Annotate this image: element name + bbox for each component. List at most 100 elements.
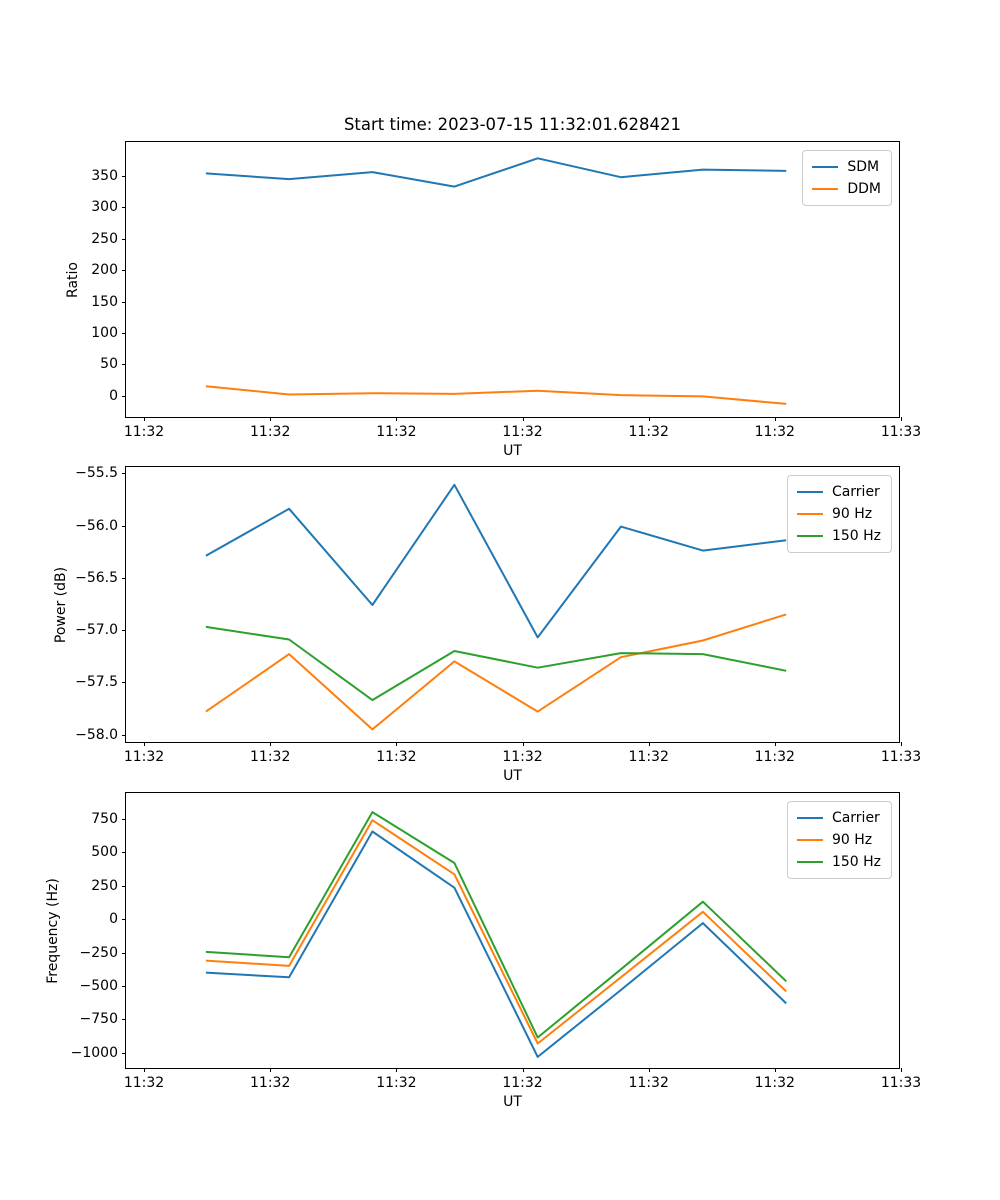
legend-label: DDM (847, 181, 881, 197)
y-tick-label: 200 (91, 262, 118, 279)
x-tick-label: 11:32 (123, 749, 165, 765)
y-tick (122, 175, 126, 177)
axes-ratio: 11:32 11:32 11:32 11:32 11:32 11:32 11:33 0 50 10… (65, 141, 921, 459)
x-axis-label: UT (503, 443, 522, 459)
x-tick (144, 417, 145, 421)
y-tick (122, 919, 126, 921)
x-tick (144, 1068, 145, 1072)
line-90-hz (205, 613, 787, 731)
y-tick-label: −55.5 (75, 465, 118, 482)
legend-label: SDM (847, 159, 880, 175)
y-tick (122, 525, 126, 527)
x-tick-label: 11:33 (880, 749, 922, 765)
axes-power: 11:32 11:32 11:32 11:32 11:32 11:32 11:33 −58.0… (53, 465, 921, 784)
y-tick-label: 50 (100, 356, 118, 373)
plot-area-frequency (205, 811, 787, 1058)
x-axis-label: UT (503, 1094, 522, 1110)
x-tick-label: 11:32 (502, 1075, 543, 1091)
legend-label: Carrier (831, 484, 880, 500)
x-tick-label: 11:32 (376, 1075, 417, 1091)
x-tick (901, 417, 902, 421)
y-tick-label: −56.0 (75, 517, 118, 534)
y-tick (122, 395, 126, 397)
x-tick-label: 11:32 (502, 424, 543, 440)
y-tick (122, 238, 126, 240)
x-tick-label: 11:32 (376, 424, 417, 440)
y-tick-label: 250 (91, 877, 118, 894)
line-carrier (205, 830, 787, 1058)
y-tick-label: 0 (109, 911, 118, 928)
line-150-hz (205, 625, 787, 702)
x-tick-label: 11:32 (250, 1075, 291, 1091)
x-tick (396, 1068, 398, 1072)
legend-entry: SDM (812, 156, 881, 178)
plot-area-ratio (205, 157, 787, 405)
legend-line-sample (812, 188, 839, 190)
line-90-hz (205, 819, 787, 1045)
x-tick-label: 11:32 (123, 1075, 165, 1091)
x-tick-label: 11:33 (880, 1075, 922, 1091)
y-tick (122, 885, 126, 887)
y-tick-label: 750 (91, 810, 118, 827)
y-tick-label: −57.5 (75, 674, 118, 691)
x-tick (774, 1068, 776, 1072)
legend-entry: 150 Hz (796, 851, 881, 873)
y-axis-label: Ratio (65, 261, 81, 298)
x-tick (522, 1068, 524, 1072)
y-tick-label: 500 (91, 844, 118, 861)
x-tick-label: 11:32 (376, 749, 417, 765)
y-tick-label: −250 (79, 944, 118, 961)
y-tick (122, 301, 126, 303)
x-tick (901, 742, 902, 746)
x-tick (648, 742, 650, 746)
legend-entry: 90 Hz (796, 503, 881, 525)
y-tick (122, 1019, 126, 1021)
y-tick (122, 473, 126, 475)
legend-line-sample (796, 513, 823, 515)
x-tick (144, 742, 145, 746)
y-tick-label: 150 (91, 293, 118, 310)
x-tick-label: 11:32 (502, 749, 543, 765)
x-tick-label: 11:32 (250, 749, 291, 765)
x-tick-label: 11:32 (628, 1075, 669, 1091)
y-tick-label: 0 (109, 387, 118, 404)
x-axis-label: UT (503, 768, 522, 784)
y-tick (122, 270, 126, 272)
x-tick (522, 742, 524, 746)
x-tick-label: 11:32 (754, 424, 795, 440)
y-tick-label: 250 (91, 230, 118, 247)
y-axis-label: Power (dB) (53, 566, 69, 643)
x-tick-label: 11:32 (123, 424, 165, 440)
x-tick-label: 11:32 (628, 424, 669, 440)
x-tick (270, 417, 272, 421)
x-tick (396, 417, 398, 421)
legend-line-sample (796, 817, 823, 819)
line-sdm (205, 157, 787, 188)
legend-entry: Carrier (796, 481, 881, 503)
line-150-hz (205, 811, 787, 1039)
y-tick (122, 734, 126, 736)
y-tick (122, 986, 126, 987)
y-tick (122, 630, 126, 632)
legend-entry: DDM (812, 178, 881, 200)
y-tick-label: −56.5 (75, 569, 118, 586)
legend: Carrier 90 Hz 150 Hz (786, 801, 892, 879)
y-tick (122, 818, 126, 820)
legend-line-sample (796, 491, 823, 493)
y-tick (122, 852, 126, 854)
x-tick (270, 742, 272, 746)
y-tick-label: −750 (79, 1011, 118, 1028)
y-tick (122, 952, 126, 954)
y-tick (122, 577, 126, 579)
y-tick-label: −1000 (70, 1044, 118, 1061)
y-tick (122, 207, 126, 209)
legend-entry: 90 Hz (796, 829, 881, 851)
legend-label: Carrier (831, 810, 880, 826)
y-tick (122, 682, 126, 684)
x-tick (648, 1068, 650, 1072)
axes-frequency: 11:32 11:32 11:32 11:32 11:32 11:32 11:33 −1000… (45, 792, 921, 1110)
plot-area-power (205, 483, 787, 731)
x-tick-label: 11:32 (628, 749, 669, 765)
figure-title: Start time: 2023-07-15 11:32:01.628421 (343, 115, 682, 134)
x-tick-label: 11:32 (250, 424, 291, 440)
